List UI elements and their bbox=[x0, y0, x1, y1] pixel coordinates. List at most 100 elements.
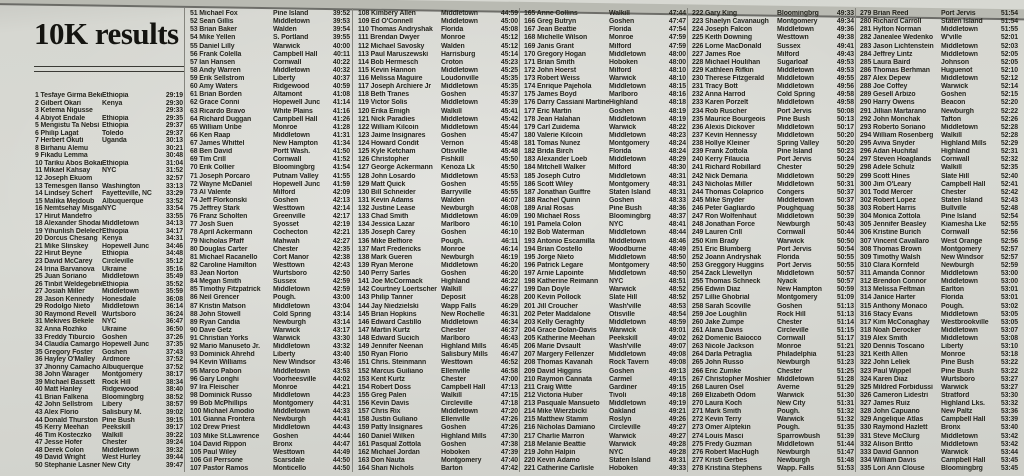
runner-city: Pough. bbox=[777, 408, 800, 416]
runner-rank-name: 281 Hylton Norman bbox=[860, 26, 922, 34]
masthead: 10K results bbox=[34, 16, 184, 72]
runner-city: Middletown bbox=[609, 83, 646, 91]
runner-rank-name: 280 Richard Carroll bbox=[860, 18, 922, 26]
runner-city: Deposit bbox=[441, 294, 466, 302]
result-row: 89 Ryan Candia Newburgh 43:14 bbox=[190, 319, 350, 327]
result-row: 263 Nicole Jackson Monroe 51:21 bbox=[692, 343, 854, 351]
runner-rank-name: 201 Jill Croucher bbox=[524, 302, 578, 310]
runner-rank-name: 246 Peter Gagliardo bbox=[692, 205, 755, 212]
runner-rank-name: 121 Nick Paradies bbox=[358, 115, 415, 123]
runner-city: Ethiopia bbox=[102, 114, 129, 122]
runner-time: 52:59 bbox=[1000, 261, 1018, 269]
runner-city: Cornwall bbox=[941, 156, 970, 164]
runner-time: 39:53 bbox=[332, 18, 350, 26]
runner-time: 38:57 bbox=[165, 401, 183, 409]
runner-city: Highland Mills bbox=[441, 432, 487, 440]
runner-city: Middletown bbox=[273, 343, 310, 351]
runner-city: Middletown bbox=[609, 237, 646, 245]
result-row: 242 Nick Demaria Middletown 50:29 bbox=[692, 173, 854, 181]
runner-rank-name: 151 Chris. Steinmann bbox=[358, 359, 427, 367]
result-row: 335 Lori Ann Clouse Bloomingbrg 53:45 bbox=[860, 465, 1018, 473]
runner-time: 30:48 bbox=[165, 152, 183, 160]
result-row: 177 Eric Martin Goshen 48:19 bbox=[524, 108, 686, 116]
result-row: 21 Mike Slinskey Hopewell Junc 34:46 bbox=[35, 243, 183, 251]
runner-rank-name: 301 Todd Mercer bbox=[860, 188, 913, 196]
runner-time: 50:54 bbox=[836, 245, 854, 253]
runner-rank-name: 100 Michael Amodio bbox=[190, 408, 255, 416]
result-row: 23 David McCarey Circleville 35:12 bbox=[35, 258, 183, 266]
runner-city: Montgomery bbox=[941, 245, 982, 253]
result-row: 133 Chad Smith Middletown 46:09 bbox=[358, 213, 518, 221]
runner-city: Middletown bbox=[941, 50, 978, 58]
runner-city: NYC bbox=[102, 167, 117, 175]
runner-time: 46:28 bbox=[500, 294, 518, 302]
runner-rank-name: 20 Dorcus Chesang bbox=[35, 235, 98, 243]
result-row: 61 Brian Borden Altamont 41:08 bbox=[190, 91, 350, 99]
result-row: 158 Justin Guliano Ellenville 47:26 bbox=[358, 416, 518, 424]
runner-time: 50:29 bbox=[836, 164, 854, 172]
runner-city: Middletown bbox=[777, 26, 814, 34]
runner-time: 49:33 bbox=[836, 10, 854, 17]
result-row: 330 Raymond Hazlett Bronx 53:40 bbox=[860, 424, 1018, 432]
runner-city: Pough. bbox=[441, 237, 464, 245]
runner-time: 48:52 bbox=[668, 286, 686, 294]
runner-city: Port Jervis bbox=[777, 156, 812, 164]
runner-time: 43:30 bbox=[332, 335, 350, 342]
runner-time: 49:28 bbox=[668, 440, 686, 448]
runner-city: Newburgh bbox=[941, 107, 974, 115]
runner-city: Cold Spring bbox=[273, 310, 311, 318]
runner-time: 41:59 bbox=[332, 180, 350, 188]
runner-time: 49:27 bbox=[668, 424, 686, 432]
runner-city: Warwick bbox=[941, 448, 969, 456]
runner-city: Altamont bbox=[273, 91, 303, 99]
runner-city: Middletown bbox=[941, 335, 978, 342]
runner-time: 50:38 bbox=[836, 205, 854, 212]
runner-time: 47:59 bbox=[668, 42, 686, 50]
runner-time: 46:10 bbox=[500, 229, 518, 237]
runner-time: 48:52 bbox=[668, 294, 686, 302]
result-row: 119 Victor Solis Middletown 45:39 bbox=[358, 99, 518, 107]
runner-rank-name: 292 John Monchak bbox=[860, 115, 921, 123]
runner-city: Huguenot bbox=[941, 66, 973, 74]
result-row: 38 John Warager Montgomery 38:17 bbox=[35, 371, 183, 379]
runner-city: Middletown bbox=[941, 440, 978, 448]
results-column-1: 1 Tesfaye Girma Bekele Ethiopia 29:19 2 … bbox=[35, 92, 183, 469]
result-row: 115 Kevin Hannon Middletown 45:25 bbox=[358, 67, 518, 75]
runner-city: Middletown bbox=[441, 408, 478, 416]
runner-city: Pough. bbox=[273, 294, 296, 302]
runner-time: 53:18 bbox=[1000, 351, 1018, 359]
runner-city: White Plains bbox=[273, 107, 313, 115]
runner-city: Wurtsboro bbox=[273, 270, 307, 277]
runner-city: Middletown bbox=[941, 326, 978, 334]
runner-time: 51:23 bbox=[836, 359, 854, 367]
runner-time: 39:44 bbox=[165, 454, 183, 462]
runner-city: Middletown bbox=[777, 66, 814, 74]
runner-rank-name: 239 Frank Zottola bbox=[692, 148, 748, 156]
result-row: 320 Dennis Toscano Liberty 53:10 bbox=[860, 343, 1018, 351]
runner-city: Middletown bbox=[273, 408, 310, 416]
runner-rank-name: 330 Raymond Hazlett bbox=[860, 424, 928, 432]
runner-time: 46:07 bbox=[500, 196, 518, 204]
runner-rank-name: 29 Rodolgo Nieto bbox=[35, 303, 91, 311]
runner-time: 29:33 bbox=[165, 107, 183, 115]
runner-city: Milford bbox=[777, 50, 800, 58]
result-row: 304 Monica Zottola Pine Island 52:54 bbox=[860, 213, 1018, 221]
result-row: 291 Jillian Martarano Newburgh 52:22 bbox=[860, 108, 1018, 116]
runner-rank-name: 309 Timothy Walsh bbox=[860, 253, 921, 261]
runner-city: Milford bbox=[609, 42, 632, 50]
result-row: 99 Bob McPhillips Montgomery 44:31 bbox=[190, 400, 350, 408]
runner-time: 41:34 bbox=[332, 140, 350, 147]
runner-rank-name: 98 Dominick Russo bbox=[190, 391, 252, 399]
runner-rank-name: 176 Darry Cassiani Martine bbox=[524, 99, 609, 107]
runner-city: Middletown bbox=[777, 172, 814, 180]
runner-city: Port Jervis bbox=[777, 107, 812, 115]
runner-time: 53:40 bbox=[1000, 424, 1018, 432]
runner-city: Middletown bbox=[609, 351, 646, 359]
column-divider-3 bbox=[519, 8, 520, 472]
result-row: 322 John Leliek Pine Bush 53:22 bbox=[860, 359, 1018, 367]
runner-rank-name: 274 Louis Masci bbox=[692, 432, 744, 440]
runner-time: 51:15 bbox=[836, 326, 854, 334]
result-row: 227 James Roe Milford 49:43 bbox=[692, 51, 854, 59]
result-row: 226 Lorne MacDonald Sussex 49:41 bbox=[692, 43, 854, 51]
result-row: 76 Franz Scholten Greenville 42:17 bbox=[190, 213, 350, 221]
